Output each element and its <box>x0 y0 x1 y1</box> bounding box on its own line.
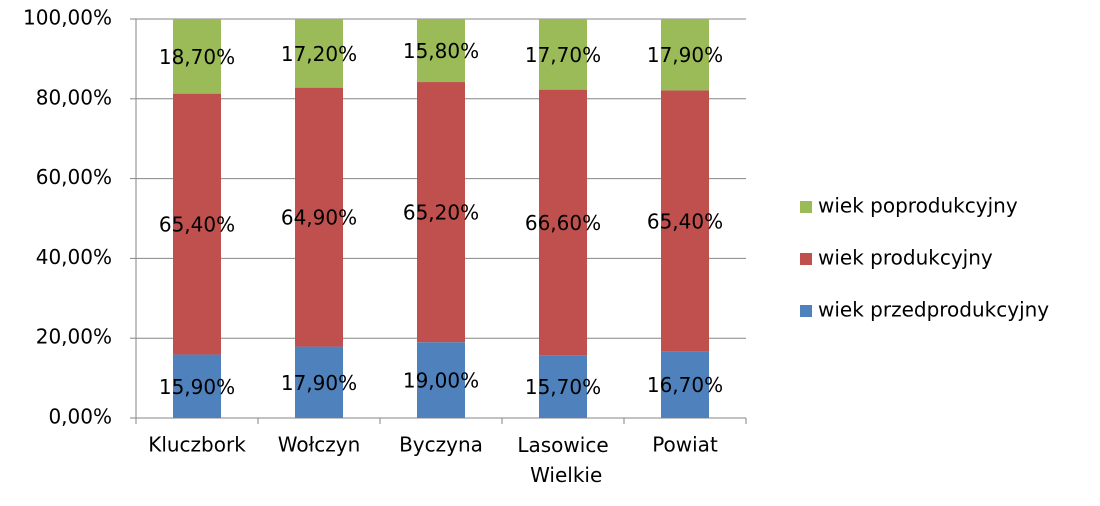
data-label: 65,40% <box>159 213 235 237</box>
legend-label: wiek przedprodukcyjny <box>818 298 1049 322</box>
y-tick-label: 100,00% <box>23 6 112 30</box>
y-tick-label: 40,00% <box>36 245 112 269</box>
bar-segment <box>173 354 221 418</box>
data-label: 16,70% <box>647 373 723 397</box>
y-tick-label: 60,00% <box>36 165 112 189</box>
legend-swatch <box>800 201 812 213</box>
data-label: 66,60% <box>525 211 601 235</box>
x-tick-label: Lasowice Wielkie <box>517 433 608 487</box>
bar-segment <box>661 351 709 418</box>
data-label: 19,00% <box>403 369 479 393</box>
data-label: 17,20% <box>281 42 357 66</box>
data-label: 65,20% <box>403 201 479 225</box>
x-tick-label: Kluczbork <box>148 433 246 457</box>
x-tick-label: Wołczyn <box>278 433 361 457</box>
bar-segment <box>173 93 221 355</box>
bar-segment <box>417 19 465 83</box>
bar-segment <box>661 90 709 352</box>
data-label: 65,40% <box>647 209 723 233</box>
data-label: 64,90% <box>281 206 357 230</box>
legend-label: wiek produkcyjny <box>818 246 993 270</box>
bar-segment <box>295 19 343 88</box>
x-tick-label: Byczyna <box>399 433 483 457</box>
data-label: 18,70% <box>159 45 235 69</box>
data-label: 15,80% <box>403 39 479 63</box>
bar-segment <box>661 19 709 91</box>
legend-swatch <box>800 253 812 265</box>
data-label: 15,70% <box>525 375 601 399</box>
bar-segment <box>417 82 465 343</box>
data-label: 17,90% <box>281 371 357 395</box>
legend-label: wiek poprodukcyjny <box>818 194 1018 218</box>
legend-swatch <box>800 305 812 317</box>
bar-segment <box>539 355 587 418</box>
y-tick-label: 20,00% <box>36 325 112 349</box>
data-label: 17,70% <box>525 43 601 67</box>
bar-segment <box>417 342 465 418</box>
bar-segment <box>295 346 343 418</box>
bar-segment <box>295 87 343 347</box>
y-tick-label: 0,00% <box>48 405 112 429</box>
bar-segment <box>539 19 587 90</box>
data-label: 17,90% <box>647 43 723 67</box>
y-tick-label: 80,00% <box>36 85 112 109</box>
x-tick-label: Powiat <box>652 433 718 457</box>
bar-segment <box>173 19 221 94</box>
data-label: 15,90% <box>159 375 235 399</box>
bar-segment <box>539 89 587 356</box>
